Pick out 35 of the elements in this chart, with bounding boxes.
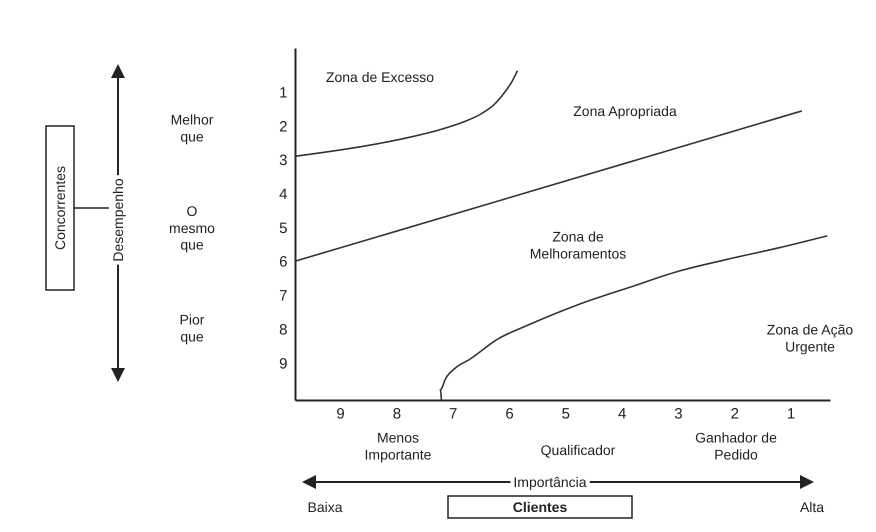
annotation: Zona de Excesso	[326, 68, 434, 85]
text: Qualificador	[540, 442, 616, 458]
y-tick-label: 7	[279, 288, 288, 305]
text: Alta	[800, 498, 824, 515]
x-tick-label: 1	[786, 406, 796, 422]
y-tick-label: 9	[279, 355, 288, 372]
x-tick-label: 7	[449, 406, 458, 422]
annotation: Zona Apropriada	[573, 102, 677, 119]
text: Concorrentes	[52, 166, 68, 250]
y-tick-label: 5	[279, 220, 288, 237]
text: Pior que	[180, 312, 205, 344]
annotation: Zona de Ação Urgente	[766, 322, 854, 354]
text: Menos Importante	[364, 430, 432, 462]
text: Melhor que	[170, 112, 214, 144]
y-tick-label: 3	[279, 152, 288, 170]
y-tick-label: 2	[279, 118, 288, 136]
text: Baixa	[307, 498, 343, 515]
line-series	[295, 70, 518, 158]
text: Clientes	[512, 498, 568, 515]
x-tick-label: 6	[505, 406, 514, 422]
text: Importância	[513, 474, 587, 490]
x-tick-label: 8	[392, 406, 402, 422]
x-tick-label: 5	[562, 406, 570, 422]
y-tick-label: 1	[279, 84, 288, 102]
x-tick-label: 9	[336, 406, 345, 422]
x-tick-label: 2	[730, 406, 739, 422]
x-tick-label: 4	[618, 406, 626, 422]
y-tick-label: 6	[279, 254, 288, 271]
y-tick-label: 8	[279, 321, 288, 338]
annotation: Zona de Melhoramentos	[530, 228, 626, 262]
text: Desempenho	[110, 178, 126, 262]
y-tick-label: 4	[279, 186, 288, 204]
text: O mesmo que	[169, 203, 216, 253]
text: Ganhador de Pedido	[695, 430, 778, 462]
x-tick-label: 3	[674, 406, 683, 422]
